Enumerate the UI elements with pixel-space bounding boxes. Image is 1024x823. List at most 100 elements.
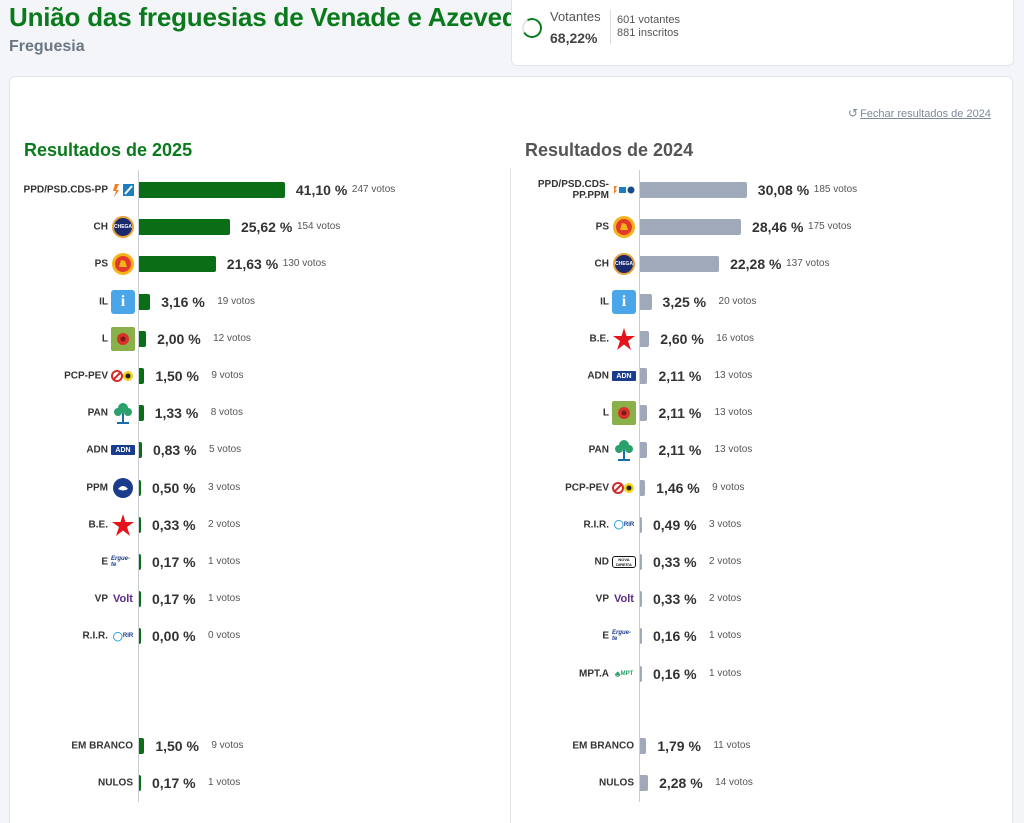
result-votes: 8 votos xyxy=(210,407,243,419)
chega-logo-icon: CHEGA xyxy=(111,215,135,239)
party-row: PAN 1,33 % 8 votos xyxy=(0,398,243,428)
party-row: L 2,11 % 13 votos xyxy=(0,398,752,428)
result-bar xyxy=(139,554,141,570)
undo-icon: ↺ xyxy=(848,106,859,120)
party-label: R.I.R. xyxy=(583,519,609,531)
result-votes: 1 votos xyxy=(709,667,742,679)
result-bar xyxy=(139,368,145,384)
party-label: PCP-PEV xyxy=(565,482,609,494)
result-votes: 9 votos xyxy=(211,370,244,381)
pan-logo-icon xyxy=(612,438,636,462)
result-votes: 1 votos xyxy=(208,777,241,788)
party-row: PS 28,46 % 175 votos xyxy=(0,212,851,242)
result-votes: 2 votos xyxy=(208,518,241,530)
nova-direita-logo-icon: NOVA DIREITA xyxy=(612,550,636,574)
turnout-voters: 601 votantes xyxy=(617,14,680,26)
turnout-ring-icon xyxy=(519,15,545,41)
close-link-label: Fechar resultados de 2024 xyxy=(860,108,991,120)
result-bar xyxy=(640,293,652,310)
result-votes: 154 votos xyxy=(296,221,341,233)
result-percent: 2,28 % xyxy=(659,775,703,791)
party-row: IL i 3,25 % 20 votos xyxy=(0,287,756,317)
ppm-logo-icon xyxy=(111,476,135,500)
result-bar xyxy=(139,591,141,608)
result-percent: 0,17 % xyxy=(152,775,196,791)
il-logo-icon: i xyxy=(612,289,636,314)
party-label: ADN xyxy=(86,444,108,456)
turnout-label: Votantes xyxy=(550,9,601,24)
party-row: VP Volt 0,17 % 1 votos xyxy=(0,584,240,614)
result-bar xyxy=(139,182,285,198)
result-bar xyxy=(139,738,145,754)
result-percent: 0,16 % xyxy=(653,628,697,645)
party-row: PPD/PSD.CDS-PP.PPM 30,08 % 185 votos xyxy=(0,175,857,205)
party-row: E Ergue-te 0,17 % 1 votos xyxy=(0,547,240,577)
party-label: IL xyxy=(99,296,108,308)
result-votes: 19 votos xyxy=(217,295,256,307)
result-bar xyxy=(139,628,141,645)
ps-logo-icon xyxy=(111,252,135,276)
result-percent: 30,08 % xyxy=(757,182,810,198)
party-label: VP xyxy=(94,593,108,605)
result-percent: 1,79 % xyxy=(657,738,701,754)
result-bar xyxy=(640,182,747,198)
result-bar xyxy=(640,479,646,496)
result-percent: 0,50 % xyxy=(152,479,196,496)
result-votes: 1 votos xyxy=(208,593,241,605)
result-bar xyxy=(139,442,142,459)
result-percent: 0,49 % xyxy=(653,516,697,533)
result-bar xyxy=(640,665,642,682)
result-votes: 12 votos xyxy=(213,332,251,344)
party-label: CH xyxy=(93,221,108,233)
ps-logo-icon xyxy=(612,215,636,239)
party-row: PCP-PEV 1,46 % 9 votos xyxy=(0,473,744,503)
party-row: PPD/PSD.CDS-PP 41,10 % 247 votos xyxy=(0,175,395,205)
result-bar xyxy=(640,219,742,236)
result-percent: 3,25 % xyxy=(662,293,707,310)
result-bar xyxy=(640,442,648,459)
result-bar xyxy=(640,368,648,384)
chart-axis-2024 xyxy=(639,170,640,802)
party-label: B.E. xyxy=(589,333,609,345)
result-bar xyxy=(139,479,141,496)
ergue-te-logo-icon: Ergue-te xyxy=(111,556,131,568)
mpt-alianca-logo-icon: ♣ MPT xyxy=(614,668,634,679)
volt-logo-icon: Volt xyxy=(614,593,634,606)
result-percent: 1,46 % xyxy=(656,479,700,496)
result-percent: 21,63 % xyxy=(226,256,279,273)
result-bar xyxy=(640,516,642,533)
result-bar xyxy=(640,405,648,422)
result-percent: 25,62 % xyxy=(240,219,293,236)
result-percent: 0,83 % xyxy=(152,442,197,459)
chega-logo-icon: CHEGA xyxy=(612,252,636,276)
close-previous-results-link[interactable]: ↺ Fechar resultados de 2024 xyxy=(848,106,991,120)
party-label: L xyxy=(602,407,609,419)
party-label: ND xyxy=(594,556,609,568)
result-votes: 185 votos xyxy=(813,184,858,195)
result-votes: 137 votos xyxy=(786,258,830,270)
party-row: R.I.R. ◯ RIR 0,00 % 0 votos xyxy=(0,621,240,651)
party-label: NULOS xyxy=(98,777,133,789)
result-percent: 2,11 % xyxy=(658,405,702,422)
result-bar xyxy=(640,554,642,570)
adn-logo-icon: ADN xyxy=(612,364,636,388)
result-votes: 14 votos xyxy=(715,777,753,788)
party-row: B.E. 2,60 % 16 votos xyxy=(0,324,754,354)
party-label: PS xyxy=(94,258,108,270)
result-percent: 28,46 % xyxy=(752,219,804,236)
result-bar xyxy=(139,775,141,791)
result-percent: 0,16 % xyxy=(653,665,697,682)
results-2024-title: Resultados de 2024 xyxy=(525,140,694,160)
result-votes: 130 votos xyxy=(282,258,327,270)
result-votes: 9 votos xyxy=(712,481,745,493)
il-logo-icon: i xyxy=(111,289,135,314)
result-votes: 175 votos xyxy=(808,221,852,233)
result-percent: 2,60 % xyxy=(660,330,704,347)
party-row: EM BRANCO 1,50 % 9 votos xyxy=(0,731,244,761)
result-votes: 9 votos xyxy=(211,740,244,751)
party-row: B.E. 0,33 % 2 votos xyxy=(0,510,240,540)
result-bar xyxy=(640,775,649,791)
psd-cds-logo-icon xyxy=(111,178,135,202)
party-row: CH CHEGA 22,28 % 137 votos xyxy=(0,249,829,279)
result-votes: 1 votos xyxy=(208,556,241,567)
